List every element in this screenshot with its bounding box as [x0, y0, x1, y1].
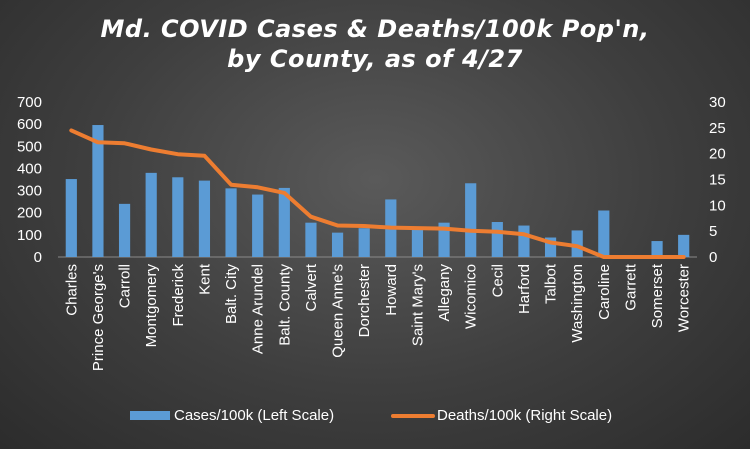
bar-6 [198, 180, 211, 257]
category-label: Dorchester [356, 264, 373, 337]
category-label: Talbot [543, 263, 560, 304]
bar-19 [544, 237, 557, 257]
bar-23 [651, 241, 663, 257]
y-left-tick-label: 600 [17, 116, 42, 133]
bar-4 [145, 172, 157, 257]
chart-title: Md. COVID Cases & Deaths/100k Pop'n, by … [0, 14, 750, 74]
chart-title-line-1: Md. COVID Cases & Deaths/100k Pop'n, [100, 15, 650, 43]
category-label: Frederick [170, 264, 187, 327]
bar-11 [331, 232, 344, 257]
category-label: Kent [196, 263, 213, 295]
bar-8 [252, 194, 264, 257]
y-left-tick-label: 500 [17, 138, 42, 155]
y-right-tick-label: 0 [709, 249, 717, 266]
bar-20 [571, 230, 583, 257]
y-right-tick-label: 30 [709, 94, 726, 111]
category-label: Harford [516, 264, 533, 314]
y-right-tick-label: 15 [709, 172, 726, 189]
legend-cases-label: Cases/100k (Left Scale) [174, 407, 334, 424]
y-right-tick-label: 25 [709, 120, 726, 137]
bar-2 [92, 125, 104, 258]
legend-cases-swatch [130, 411, 170, 420]
category-label: Carroll [117, 264, 134, 308]
category-label: Worcester [676, 264, 693, 332]
y-left-tick-label: 300 [17, 183, 42, 200]
bar-14 [411, 228, 424, 257]
y-left-tick-label: 700 [17, 94, 42, 111]
bar-15 [438, 222, 450, 257]
category-label: Washington [569, 264, 586, 343]
category-label: Howard [383, 264, 400, 316]
y-left-tick-label: 100 [17, 227, 42, 244]
category-label: Cecil [489, 264, 506, 297]
category-label: Montgomery [143, 264, 160, 348]
bar-12 [358, 228, 370, 257]
y-right-tick-label: 20 [709, 146, 726, 163]
legend-deaths-label: Deaths/100k (Right Scale) [437, 407, 612, 424]
bar-21 [598, 210, 610, 257]
bar-1 [65, 179, 77, 257]
category-label: Saint Mary's [409, 264, 426, 346]
bar-18 [518, 225, 530, 257]
category-label: Anne Arundel [250, 264, 267, 354]
category-label: Wicomico [463, 264, 480, 329]
category-label: Balt. County [276, 264, 293, 346]
bar-7 [225, 188, 237, 257]
bar-9 [278, 187, 290, 257]
category-label: Somerset [649, 263, 666, 328]
y-left-tick-label: 0 [34, 249, 42, 266]
category-label: Prince George's [90, 264, 107, 371]
category-label: Caroline [596, 264, 613, 320]
deaths-line [69, 128, 686, 259]
bar-10 [305, 222, 317, 257]
category-label: Charles [63, 264, 80, 316]
category-label: Queen Anne's [330, 264, 347, 358]
category-label: Balt. City [223, 264, 240, 325]
y-left-tick-label: 200 [17, 205, 42, 222]
y-right-tick-label: 5 [709, 223, 717, 240]
bar-5 [172, 177, 184, 257]
bar-17 [491, 222, 503, 257]
category-label: Allegany [436, 264, 453, 322]
bar-24 [678, 234, 690, 257]
category-label: Garrett [622, 263, 639, 311]
y-right-tick-label: 10 [709, 197, 726, 214]
chart-title-line-2: by County, as of 4/27 [227, 45, 523, 73]
category-label: Calvert [303, 263, 320, 311]
bar-3 [118, 203, 131, 257]
y-left-tick-label: 400 [17, 160, 42, 177]
bar-16 [465, 183, 477, 257]
